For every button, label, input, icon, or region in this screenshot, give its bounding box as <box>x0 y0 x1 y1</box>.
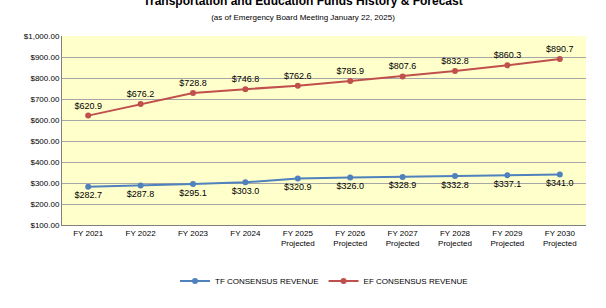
svg-text:FY 2025Projected: FY 2025Projected <box>281 229 315 248</box>
svg-text:TF CONSENSUS REVENUE: TF CONSENSUS REVENUE <box>215 277 319 286</box>
svg-text:$1,000.00: $1,000.00 <box>24 32 60 41</box>
svg-text:$328.9: $328.9 <box>389 180 417 190</box>
svg-text:$337.1: $337.1 <box>494 179 522 189</box>
svg-text:$341.0: $341.0 <box>546 178 574 188</box>
svg-text:$800.00: $800.00 <box>30 74 59 83</box>
svg-text:$326.0: $326.0 <box>336 181 364 191</box>
svg-text:$600.00: $600.00 <box>30 116 59 125</box>
svg-text:$282.7: $282.7 <box>74 190 102 200</box>
svg-text:$676.2: $676.2 <box>127 89 155 99</box>
svg-text:$728.8: $728.8 <box>179 78 207 88</box>
svg-text:FY 2023: FY 2023 <box>178 229 209 238</box>
svg-text:FY 2021: FY 2021 <box>73 229 104 238</box>
svg-text:$620.9: $620.9 <box>74 101 102 111</box>
svg-text:$890.7: $890.7 <box>546 44 574 54</box>
svg-text:$860.3: $860.3 <box>494 50 522 60</box>
svg-text:$832.8: $832.8 <box>441 56 469 66</box>
svg-text:$100.00: $100.00 <box>30 221 59 230</box>
svg-text:$900.00: $900.00 <box>30 53 59 62</box>
svg-text:$295.1: $295.1 <box>179 188 207 198</box>
svg-text:$762.6: $762.6 <box>284 71 312 81</box>
svg-text:$807.6: $807.6 <box>389 61 417 71</box>
svg-text:$400.00: $400.00 <box>30 158 59 167</box>
svg-text:FY 2024: FY 2024 <box>230 229 261 238</box>
svg-text:$746.8: $746.8 <box>232 74 260 84</box>
svg-text:$700.00: $700.00 <box>30 95 59 104</box>
svg-text:$500.00: $500.00 <box>30 137 59 146</box>
svg-text:FY 2022: FY 2022 <box>126 229 157 238</box>
svg-text:EF CONSENSUS REVENUE: EF CONSENSUS REVENUE <box>364 277 468 286</box>
svg-text:$785.9: $785.9 <box>336 66 364 76</box>
svg-text:$300.00: $300.00 <box>30 179 59 188</box>
svg-text:FY 2027Projected: FY 2027Projected <box>386 229 420 248</box>
svg-text:$320.9: $320.9 <box>284 182 312 192</box>
svg-text:FY 2030Projected: FY 2030Projected <box>543 229 577 248</box>
svg-text:$200.00: $200.00 <box>30 200 59 209</box>
svg-text:FY 2026Projected: FY 2026Projected <box>333 229 367 248</box>
svg-text:$332.8: $332.8 <box>441 180 469 190</box>
svg-text:Transportation and Education F: Transportation and Education Funds Histo… <box>143 0 462 22</box>
svg-text:$287.8: $287.8 <box>127 189 155 199</box>
svg-text:FY 2029Projected: FY 2029Projected <box>491 229 525 248</box>
svg-text:$303.0: $303.0 <box>232 186 260 196</box>
svg-text:FY 2028Projected: FY 2028Projected <box>438 229 472 248</box>
